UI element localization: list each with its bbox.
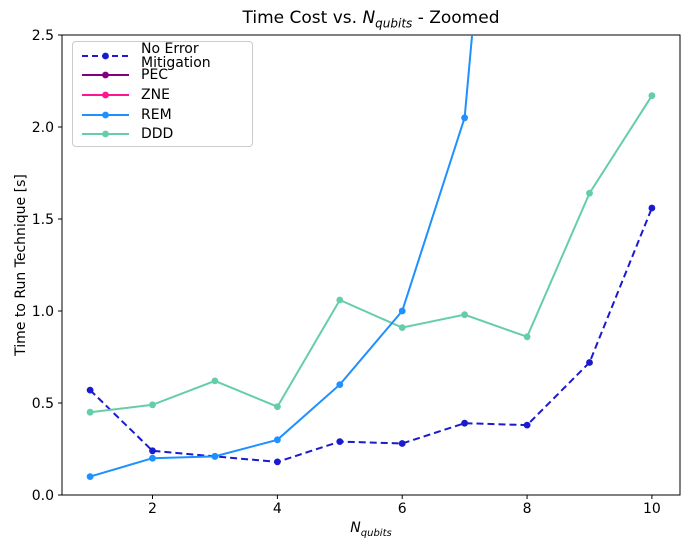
data-point-marker bbox=[648, 92, 656, 100]
legend-line-sample bbox=[82, 71, 129, 79]
data-point-marker bbox=[336, 296, 344, 304]
series-line bbox=[89, 35, 474, 478]
data-point-marker bbox=[398, 307, 406, 315]
y-tick-label: 0.5 bbox=[32, 396, 54, 412]
data-point-marker bbox=[461, 114, 468, 122]
series-no-error-mitigation bbox=[86, 204, 656, 466]
legend-label: ZNE bbox=[141, 86, 170, 103]
legend-line-sample bbox=[82, 91, 129, 99]
legend-box: No Error Mitigation PEC ZNE REM DDD bbox=[72, 41, 253, 147]
data-point-marker bbox=[336, 381, 344, 388]
data-point-marker bbox=[586, 359, 593, 366]
data-point-marker bbox=[86, 386, 94, 394]
axes-frame bbox=[61, 34, 681, 496]
y-tick-label: 1.0 bbox=[32, 304, 54, 320]
data-point-marker bbox=[461, 419, 468, 427]
legend-label: No Error Mitigation bbox=[141, 40, 211, 71]
data-point-marker bbox=[586, 189, 593, 197]
legend-entry-no-error-mitigation: No Error Mitigation bbox=[80, 42, 252, 70]
legend-entry-rem: REM bbox=[80, 105, 252, 125]
legend-entry-ddd: DDD bbox=[80, 124, 252, 144]
legend-label: REM bbox=[141, 106, 172, 123]
legend-label: DDD bbox=[141, 126, 174, 143]
legend-line-sample bbox=[82, 111, 129, 118]
x-tick-label: 8 bbox=[523, 501, 532, 517]
data-point-marker bbox=[398, 324, 406, 331]
chart-title-subscript: qubits bbox=[375, 16, 413, 31]
data-point-marker bbox=[211, 453, 219, 460]
chart-title-prefix: Time Cost vs. bbox=[242, 8, 363, 28]
legend-line-sample bbox=[82, 130, 129, 138]
chart-title: Time Cost vs. Nqubits - Zoomed bbox=[62, 8, 680, 30]
x-axis-label-variable: N bbox=[350, 520, 361, 536]
data-point-marker bbox=[274, 403, 281, 411]
y-tick-label: 2.5 bbox=[32, 28, 54, 44]
x-axis-label: Nqubits bbox=[62, 520, 680, 539]
data-point-marker bbox=[149, 447, 156, 455]
data-point-marker bbox=[523, 421, 531, 429]
legend-line-sample bbox=[82, 52, 129, 60]
legend-label: PEC bbox=[141, 67, 169, 84]
y-tick-label: 1.5 bbox=[32, 212, 54, 228]
data-point-marker bbox=[274, 436, 281, 444]
data-point-marker bbox=[149, 454, 156, 462]
data-point-marker bbox=[86, 408, 94, 416]
data-point-marker bbox=[461, 311, 468, 319]
series-ddd bbox=[86, 92, 656, 416]
x-axis-label-subscript: qubits bbox=[360, 527, 392, 539]
x-tick-label: 4 bbox=[273, 501, 282, 517]
legend-entry-zne: ZNE bbox=[80, 85, 252, 105]
legend-entry-pec: PEC bbox=[80, 66, 252, 86]
data-point-marker bbox=[398, 440, 406, 447]
y-tick-label: 2.0 bbox=[32, 120, 54, 136]
series-line bbox=[89, 207, 653, 463]
x-tick-label: 2 bbox=[148, 501, 157, 517]
data-point-marker bbox=[211, 377, 219, 385]
data-point-marker bbox=[149, 401, 156, 409]
data-point-marker bbox=[336, 438, 344, 445]
chart-title-suffix: - Zoomed bbox=[412, 8, 500, 28]
x-tick-label: 6 bbox=[398, 501, 407, 517]
x-tick-label: 10 bbox=[643, 501, 661, 517]
y-tick-label: 0.0 bbox=[32, 488, 54, 504]
data-point-marker bbox=[523, 333, 531, 341]
data-point-marker bbox=[274, 458, 281, 466]
series-rem bbox=[86, 35, 474, 480]
data-point-marker bbox=[648, 204, 656, 212]
data-point-marker bbox=[86, 473, 94, 480]
series-line bbox=[89, 95, 653, 414]
chart-title-variable: N bbox=[362, 8, 376, 28]
